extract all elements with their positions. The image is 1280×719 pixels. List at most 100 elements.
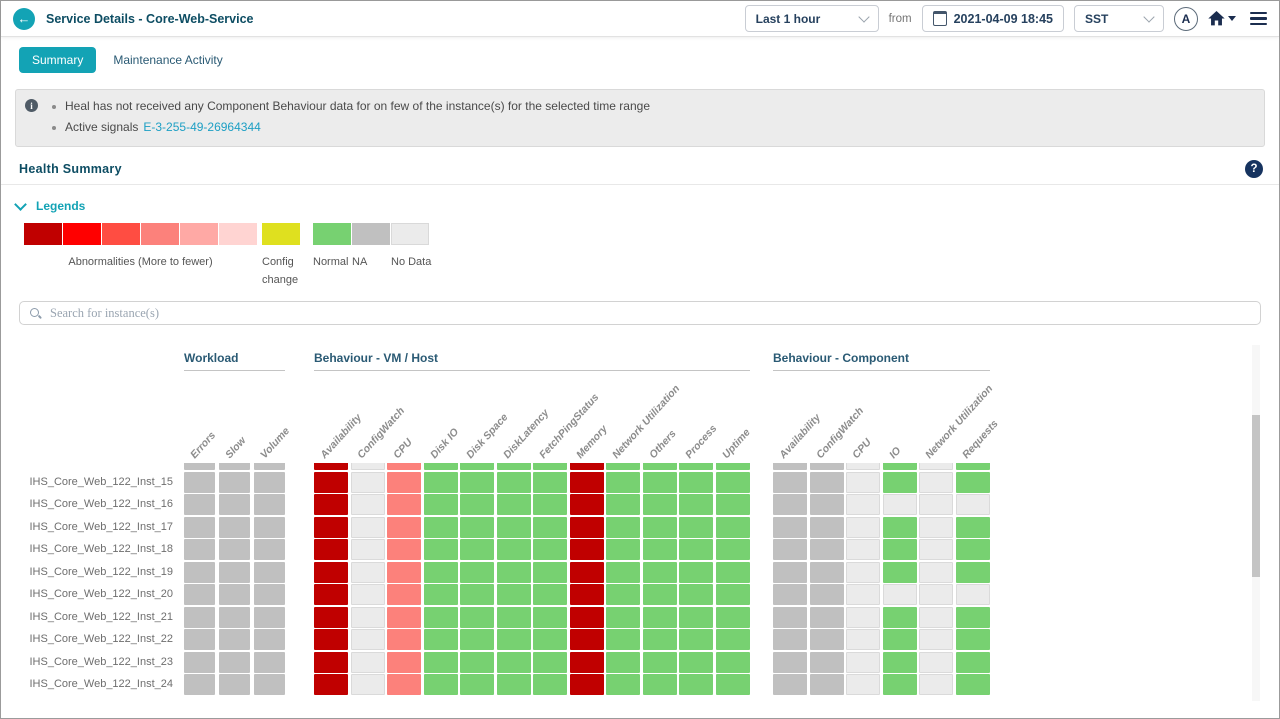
back-button[interactable]: ← (13, 7, 35, 30)
heatmap-cell[interactable] (715, 584, 750, 605)
heatmap-cell[interactable] (569, 651, 604, 673)
heatmap-cell[interactable] (460, 606, 494, 628)
heatmap-cell[interactable] (955, 516, 990, 538)
heatmap-cell[interactable] (219, 674, 250, 695)
heatmap-cell[interactable] (184, 494, 215, 515)
home-menu[interactable] (1208, 11, 1236, 26)
heatmap-cell[interactable] (715, 471, 750, 493)
heatmap-cell[interactable] (496, 494, 531, 515)
heatmap-cell[interactable] (496, 471, 531, 493)
heatmap-cell[interactable] (846, 606, 880, 628)
time-range-select[interactable]: Last 1 hour (744, 5, 879, 32)
heatmap-cell[interactable] (254, 629, 285, 650)
heatmap-cell[interactable] (387, 651, 421, 673)
heatmap-cell[interactable] (715, 463, 750, 470)
heatmap-cell[interactable] (254, 674, 285, 695)
heatmap-cell[interactable] (533, 494, 567, 515)
heatmap-cell[interactable] (496, 516, 531, 538)
heatmap-cell[interactable] (846, 584, 880, 605)
heatmap-cell[interactable] (642, 651, 677, 673)
heatmap-cell[interactable] (350, 463, 385, 470)
heatmap-cell[interactable] (882, 629, 917, 650)
heatmap-cell[interactable] (387, 494, 421, 515)
heatmap-cell[interactable] (423, 629, 458, 650)
heatmap-cell[interactable] (254, 471, 285, 493)
heatmap-cell[interactable] (919, 539, 953, 560)
heatmap-cell[interactable] (423, 561, 458, 583)
heatmap-cell[interactable] (606, 539, 640, 560)
heatmap-cell[interactable] (533, 463, 567, 470)
heatmap-cell[interactable] (679, 463, 713, 470)
heatmap-cell[interactable] (773, 629, 807, 650)
heatmap-cell[interactable] (350, 516, 385, 538)
heatmap-cell[interactable] (715, 494, 750, 515)
heatmap-cell[interactable] (219, 539, 250, 560)
heatmap-cell[interactable] (773, 471, 807, 493)
heatmap-cell[interactable] (423, 539, 458, 560)
heatmap-cell[interactable] (219, 516, 250, 538)
heatmap-cell[interactable] (533, 539, 567, 560)
heatmap-cell[interactable] (882, 584, 917, 605)
heatmap-cell[interactable] (387, 674, 421, 695)
heatmap-cell[interactable] (219, 584, 250, 605)
heatmap-cell[interactable] (423, 584, 458, 605)
heatmap-cell[interactable] (254, 561, 285, 583)
heatmap-cell[interactable] (184, 516, 215, 538)
heatmap-cell[interactable] (350, 539, 385, 560)
heatmap-cell[interactable] (460, 516, 494, 538)
heatmap-cell[interactable] (773, 463, 807, 470)
heatmap-cell[interactable] (773, 606, 807, 628)
tab-maintenance-activity[interactable]: Maintenance Activity (113, 53, 223, 67)
heatmap-cell[interactable] (846, 539, 880, 560)
heatmap-cell[interactable] (219, 629, 250, 650)
heatmap-cell[interactable] (606, 584, 640, 605)
heatmap-cell[interactable] (846, 561, 880, 583)
heatmap-cell[interactable] (606, 471, 640, 493)
heatmap-cell[interactable] (460, 584, 494, 605)
heatmap-cell[interactable] (219, 494, 250, 515)
heatmap-cell[interactable] (314, 516, 348, 538)
heatmap-cell[interactable] (882, 539, 917, 560)
heatmap-cell[interactable] (460, 651, 494, 673)
heatmap-cell[interactable] (460, 463, 494, 470)
heatmap-cell[interactable] (955, 674, 990, 695)
heatmap-cell[interactable] (606, 629, 640, 650)
heatmap-cell[interactable] (460, 471, 494, 493)
heatmap-cell[interactable] (423, 463, 458, 470)
heatmap-cell[interactable] (642, 606, 677, 628)
heatmap-cell[interactable] (715, 674, 750, 695)
heatmap-cell[interactable] (809, 651, 844, 673)
heatmap-cell[interactable] (919, 651, 953, 673)
heatmap-cell[interactable] (846, 494, 880, 515)
heatmap-cell[interactable] (184, 606, 215, 628)
heatmap-cell[interactable] (882, 463, 917, 470)
heatmap-cell[interactable] (184, 539, 215, 560)
heatmap-cell[interactable] (919, 674, 953, 695)
heatmap-cell[interactable] (679, 516, 713, 538)
heatmap-cell[interactable] (314, 463, 348, 470)
heatmap-cell[interactable] (533, 651, 567, 673)
heatmap-cell[interactable] (314, 494, 348, 515)
heatmap-cell[interactable] (809, 463, 844, 470)
heatmap-cell[interactable] (642, 516, 677, 538)
heatmap-cell[interactable] (314, 651, 348, 673)
heatmap-cell[interactable] (882, 651, 917, 673)
heatmap-cell[interactable] (387, 463, 421, 470)
heatmap-cell[interactable] (219, 471, 250, 493)
heatmap-cell[interactable] (460, 561, 494, 583)
heatmap-cell[interactable] (846, 651, 880, 673)
heatmap-cell[interactable] (533, 606, 567, 628)
heatmap-cell[interactable] (715, 606, 750, 628)
heatmap-cell[interactable] (460, 629, 494, 650)
heatmap-cell[interactable] (533, 471, 567, 493)
heatmap-cell[interactable] (679, 471, 713, 493)
heatmap-cell[interactable] (919, 494, 953, 515)
hamburger-menu-icon[interactable] (1250, 11, 1267, 26)
heatmap-cell[interactable] (496, 463, 531, 470)
heatmap-cell[interactable] (423, 651, 458, 673)
heatmap-cell[interactable] (569, 606, 604, 628)
heatmap-cell[interactable] (809, 606, 844, 628)
search-input[interactable] (48, 304, 1251, 322)
heatmap-cell[interactable] (569, 629, 604, 650)
vertical-scrollbar-track[interactable] (1252, 345, 1260, 701)
